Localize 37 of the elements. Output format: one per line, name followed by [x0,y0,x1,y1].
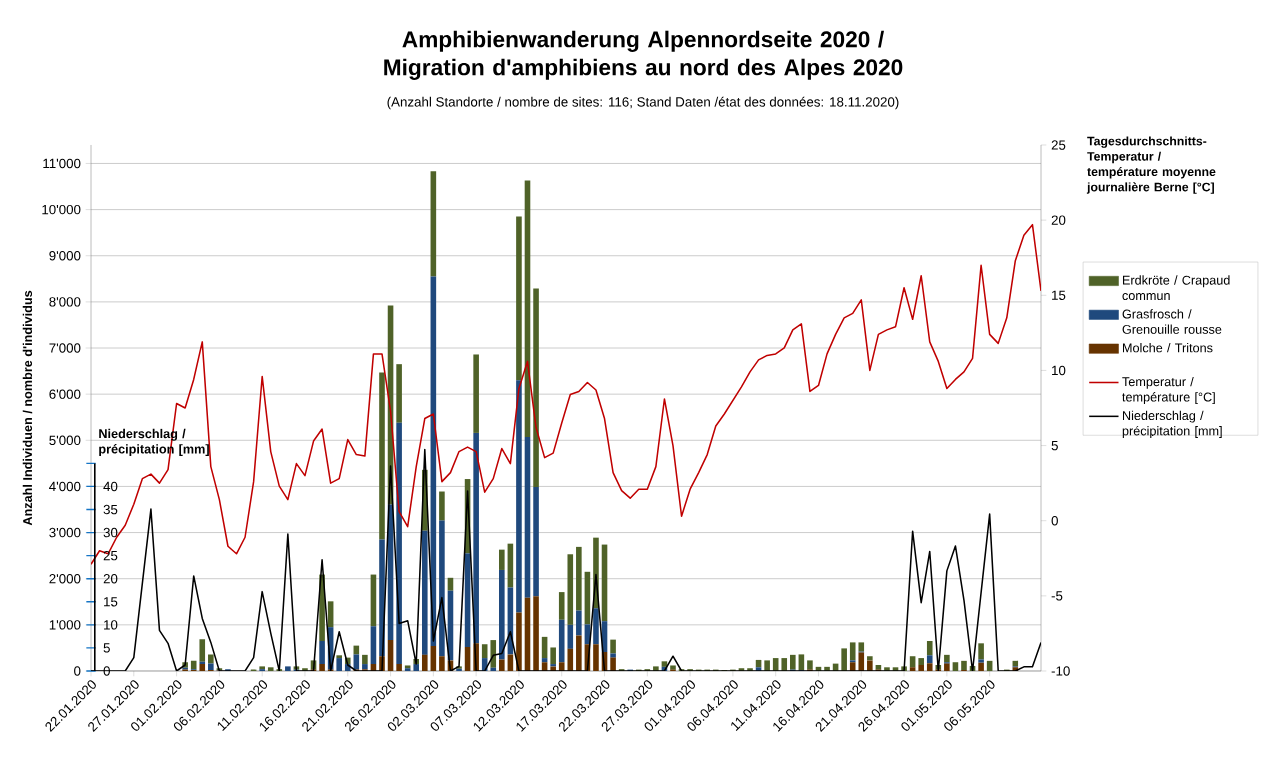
chart-title: Amphibienwanderung Alpennordseite 2020 / Migration d'amphibiens au nord des Alpes 2020 [384,30,903,80]
y3-tick-label: 25 [103,550,118,561]
y2-tick-label: 15 [1052,290,1066,300]
chart-subtitle: (Anzahl Standorte / nombre de sites: 116; Stand Daten /état des données: 18.11.2020) [387,96,899,110]
y-tick-label: 11'000 [43,158,81,169]
y2-tick-label: 10 [1052,365,1066,376]
y-tick-label: 6'000 [49,389,81,399]
y-tick-label: 4'000 [49,481,81,492]
y2-tick-label: 20 [1051,215,1066,225]
y-tick-label: 5'000 [49,435,81,446]
y2-tick-label: -10 [1051,666,1070,676]
y-tick-label: 2'000 [49,574,81,584]
y-tick-label: 0 [74,666,81,676]
y2-tick-label: 25 [1051,140,1066,150]
y2-axis-title: Tagesdurchschnitts-Temperatur / température moyenne journalière Berne [°C] [1086,136,1216,194]
y-tick-label: 1'000 [49,620,81,630]
legend-label: Molche / Tritons [1122,343,1213,353]
y2-tick-label: 5 [1051,440,1058,451]
y-tick-label: 3'000 [49,527,81,538]
y-tick-label: 7'000 [49,343,81,353]
y-tick-label: 8'000 [49,297,81,307]
y2-tick-label: 0 [1051,516,1058,526]
legend-label: Temperatur / température [°C] [1122,376,1215,405]
y3-tick-label: 20 [103,574,118,584]
y3-tick-label: 15 [104,597,118,607]
y-axis-title: Anzahl Individuen / nombre d'individus [22,290,33,526]
y3-tick-label: 40 [103,481,118,492]
y3-tick-label: 10 [104,620,118,630]
y2-tick-label: -5 [1051,591,1063,601]
y3-tick-label: 35 [103,504,118,515]
y3-tick-label: 5 [103,643,110,653]
y-tick-label: 9'000 [49,251,81,261]
legend-label: Grasfrosch / Grenouille rousse [1122,309,1222,334]
y-tick-label: 10'000 [42,204,81,215]
y3-tick-label: 30 [103,527,118,538]
legend-label: Niederschlag / précipitation [mm] [1122,410,1222,438]
legend-label: Erdkröte / Crapaud commun [1122,275,1230,301]
